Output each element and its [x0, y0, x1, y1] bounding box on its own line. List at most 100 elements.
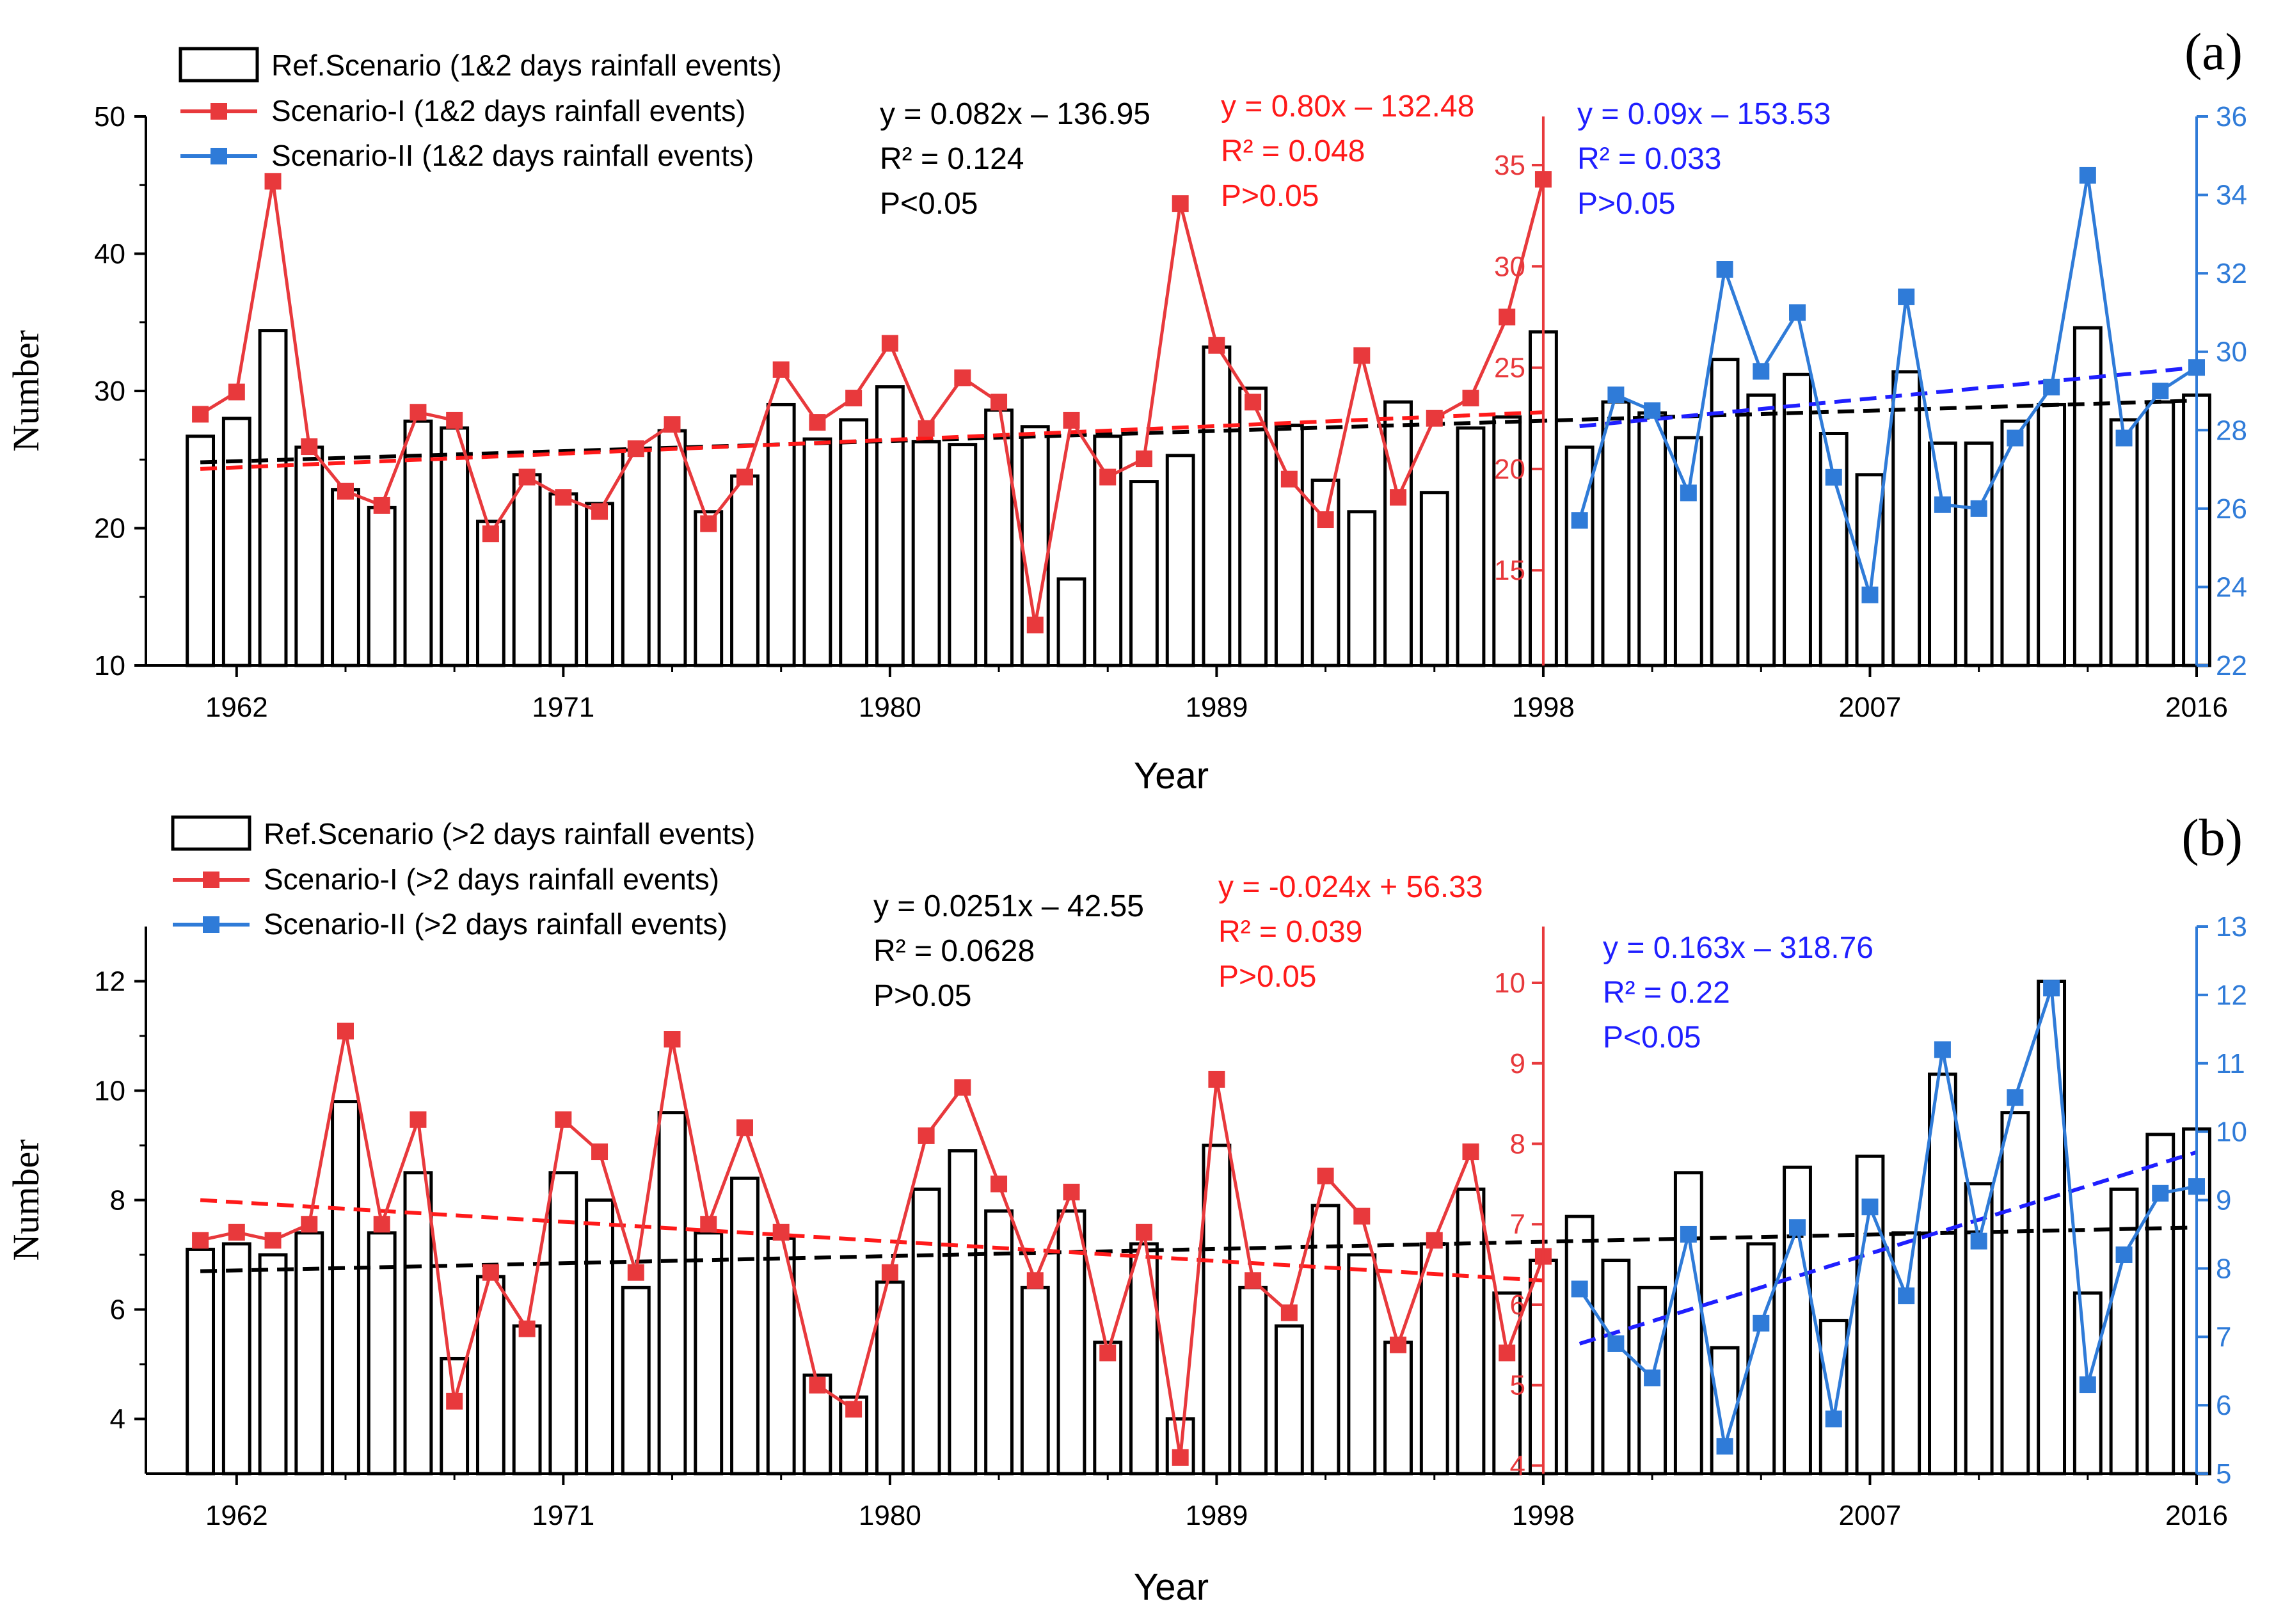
legend-ref-label: Ref.Scenario (1&2 days rainfall events): [271, 49, 782, 82]
s1-tick-label: 10: [1494, 967, 1525, 999]
s1-trend-line: [200, 1198, 1544, 1283]
ref-bar-1967: [403, 419, 433, 667]
ref-bar-1994: [1383, 1341, 1413, 1476]
x-tick-label: 1962: [205, 692, 268, 723]
y-axis-title: Number: [5, 330, 47, 452]
left-tick-label: 50: [94, 101, 125, 132]
s2-point-2015: [2152, 383, 2169, 399]
s1-point-1989: [1208, 1071, 1225, 1088]
s1-point-1982: [954, 1079, 971, 1096]
s1-tick-label: 6: [1509, 1289, 1525, 1321]
s1-point-1996: [1462, 390, 1479, 407]
ref-bar-1968: [440, 1357, 470, 1476]
ref-bar-1974: [657, 429, 687, 667]
ref-bar-1979: [839, 418, 869, 667]
ref-bar-1973: [621, 448, 651, 667]
s2-point-2006: [1825, 1410, 1842, 1428]
ref-bar-1961: [186, 434, 216, 667]
ref-bar-1961: [186, 1247, 216, 1476]
ref-bar-2005: [1783, 1165, 1812, 1476]
s2-point-2000: [1607, 1335, 1625, 1352]
ref-bar-2003: [1710, 358, 1740, 667]
ref-bar-1983: [984, 1209, 1014, 1476]
ref-bar-1966: [367, 506, 397, 667]
ref-bar-2006: [1818, 1319, 1849, 1476]
ref-bar-1997: [1492, 415, 1522, 667]
s1-point-1964: [301, 438, 318, 456]
panel-b: 4 6 8 10 12 1962 1971 1980 1989 1998 2007 2016 4 5 6 7 8…: [5, 808, 2247, 1608]
ref-bar-2008: [1891, 370, 1921, 667]
s1-point-1980: [881, 1264, 898, 1281]
ref-bar-2000: [1601, 1259, 1631, 1476]
s2-point-2006: [1825, 468, 1842, 486]
s1-point-1978: [809, 1376, 826, 1394]
s2-tick-label: 30: [2216, 337, 2247, 368]
s1-point-1988: [1172, 1449, 1189, 1466]
y-axis-title: Number: [5, 1139, 47, 1261]
left-tick-label: 30: [94, 376, 125, 407]
ref-bar-1985: [1056, 577, 1086, 667]
s2-line: [1578, 175, 2198, 596]
ref-bar-1972: [585, 502, 614, 667]
s1-point-1987: [1135, 450, 1152, 468]
s2-tick-label: 5: [2216, 1458, 2231, 1490]
s2-point-2005: [1789, 1219, 1806, 1236]
s1-point-1981: [918, 1127, 935, 1144]
s2-point-2015: [2152, 1184, 2169, 1202]
s2-tick-label: 12: [2216, 980, 2247, 1011]
s1-point-1964: [301, 1216, 318, 1233]
s1-point-1970: [518, 468, 536, 486]
ref-bar-2014: [2109, 418, 2139, 667]
s1-point-1967: [410, 1111, 427, 1128]
s1-point-1973: [627, 440, 644, 458]
ref-bar-2012: [2037, 402, 2067, 667]
s2-annotation-line: P<0.05: [1603, 1021, 1701, 1055]
s1-point-1992: [1317, 511, 1334, 529]
s1-point-1995: [1426, 1232, 1443, 1249]
ref-bar-1965: [331, 488, 360, 667]
s1-point-1963: [264, 173, 282, 190]
s1-tick-label: 25: [1494, 353, 1525, 384]
left-tick-label: 40: [94, 239, 125, 270]
s2-annotation-line: R² = 0.033: [1577, 142, 1721, 176]
ref-bar-1986: [1093, 434, 1123, 667]
ref-bar-1975: [694, 1231, 724, 1476]
s1-tick-label: 30: [1494, 251, 1525, 282]
ref-bar-1995: [1419, 491, 1449, 667]
s1-point-1972: [591, 1143, 609, 1161]
s2-point-2014: [2115, 1246, 2133, 1263]
s1-point-1991: [1280, 470, 1298, 488]
ref-bar-2012: [2037, 980, 2067, 1476]
ref-bar-1981: [911, 440, 941, 667]
s1-point-1979: [845, 390, 863, 407]
s1-annotation-line: y = 0.80x – 132.48: [1221, 90, 1474, 123]
s1-tick-label: 9: [1509, 1048, 1525, 1079]
ref-bar-1994: [1383, 400, 1413, 667]
legend: Ref.Scenario (>2 days rainfall events) Sc…: [171, 815, 755, 941]
ref-bar-2014: [2109, 1187, 2139, 1476]
s1-point-1983: [990, 394, 1008, 411]
ref-annotation-line: y = 0.0251x – 42.55: [873, 889, 1144, 923]
s2-point-2010: [1970, 1232, 1987, 1250]
ref-bar-1982: [948, 443, 978, 667]
s1-point-1971: [555, 489, 572, 506]
s1-point-1967: [410, 404, 427, 421]
s1-point-1961: [192, 406, 209, 423]
ref-bar-2011: [2000, 1111, 2030, 1476]
s1-point-1983: [990, 1175, 1008, 1193]
ref-bar-2000: [1601, 400, 1631, 667]
s1-point-1987: [1135, 1223, 1152, 1241]
ref-bar-1972: [585, 1198, 614, 1476]
s1-trend-line: [200, 410, 1544, 471]
s1-point-1988: [1172, 195, 1189, 212]
ref-bar-1971: [548, 492, 578, 667]
s1-tick-label: 7: [1509, 1209, 1525, 1240]
ref-bar-2008: [1891, 1231, 1921, 1476]
x-tick-label: 2007: [1839, 692, 1902, 723]
ref-bar-2009: [1927, 1072, 1957, 1476]
s1-tick-label: 35: [1494, 150, 1525, 181]
s2-point-2002: [1680, 1225, 1697, 1243]
ref-bar-1987: [1129, 480, 1159, 667]
s1-point-1961: [192, 1232, 209, 1249]
s1-point-1981: [918, 420, 935, 437]
